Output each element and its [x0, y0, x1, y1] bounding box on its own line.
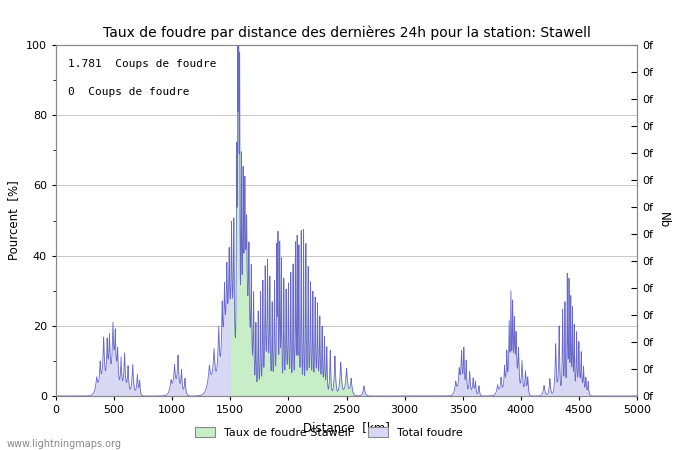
Legend: Taux de foudre Stawell, Total foudre: Taux de foudre Stawell, Total foudre — [191, 423, 467, 442]
X-axis label: Distance  [km]: Distance [km] — [303, 421, 390, 434]
Text: 0  Coups de foudre: 0 Coups de foudre — [68, 87, 189, 97]
Text: www.lightningmaps.org: www.lightningmaps.org — [7, 439, 122, 449]
Y-axis label: Nb: Nb — [657, 212, 669, 229]
Title: Taux de foudre par distance des dernières 24h pour la station: Stawell: Taux de foudre par distance des dernière… — [103, 25, 590, 40]
Text: 1.781  Coups de foudre: 1.781 Coups de foudre — [68, 59, 216, 69]
Y-axis label: Pourcent  [%]: Pourcent [%] — [8, 180, 20, 261]
